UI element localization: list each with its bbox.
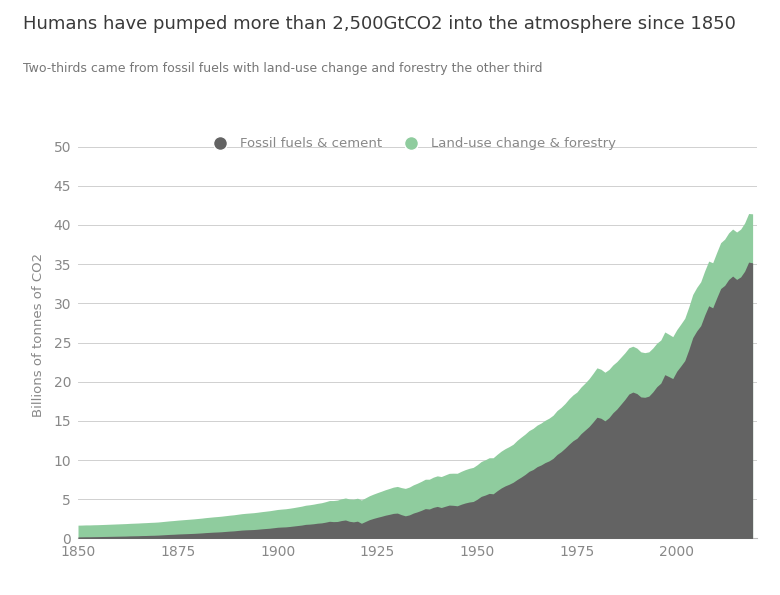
Y-axis label: Billions of tonnes of CO2: Billions of tonnes of CO2	[32, 253, 45, 416]
Legend: Fossil fuels & cement, Land-use change & forestry: Fossil fuels & cement, Land-use change &…	[207, 137, 615, 151]
Text: Humans have pumped more than 2,500GtCO2 into the atmosphere since 1850: Humans have pumped more than 2,500GtCO2 …	[23, 15, 736, 33]
Text: Two-thirds came from fossil fuels with land-use change and forestry the other th: Two-thirds came from fossil fuels with l…	[23, 62, 543, 76]
